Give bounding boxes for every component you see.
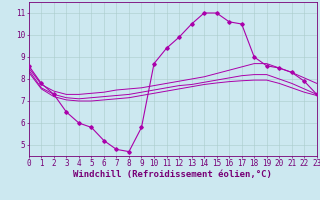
X-axis label: Windchill (Refroidissement éolien,°C): Windchill (Refroidissement éolien,°C) [73,170,272,179]
